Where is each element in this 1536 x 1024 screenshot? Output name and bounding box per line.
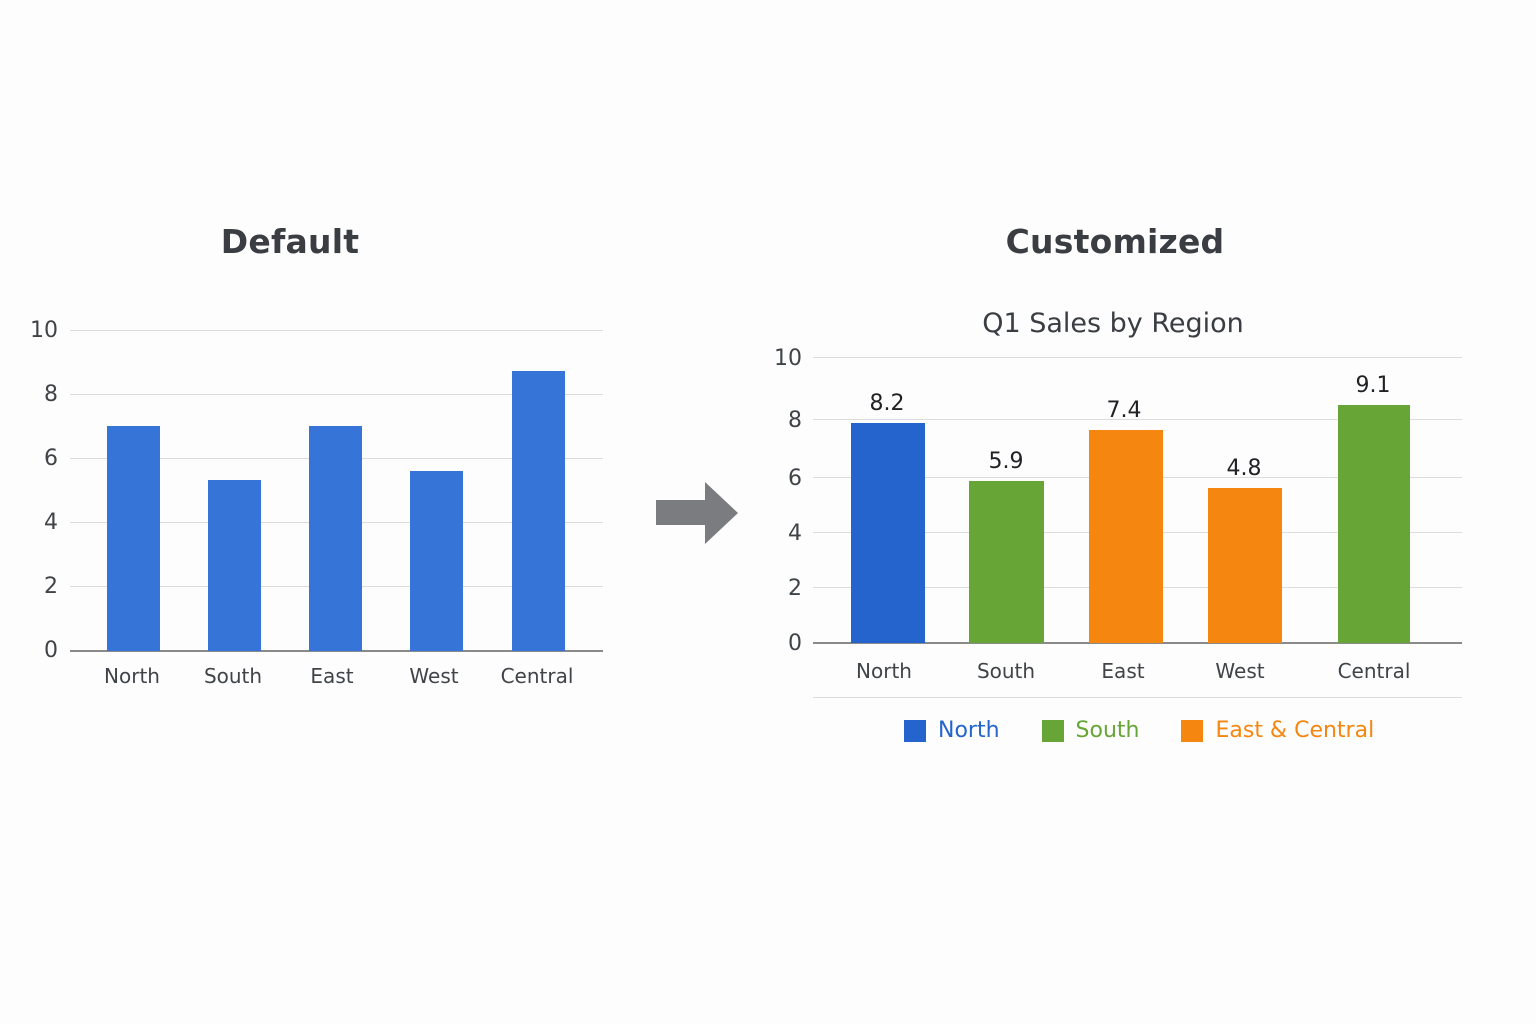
y-tick-8: 8 bbox=[788, 408, 802, 433]
legend-item-south: South bbox=[1041, 718, 1140, 743]
bar-east bbox=[309, 426, 362, 651]
bar-central bbox=[512, 371, 565, 651]
chart-title: Q1 Sales by Region bbox=[982, 308, 1244, 339]
gridline-8 bbox=[813, 419, 1462, 420]
x-axis-line bbox=[813, 642, 1462, 644]
y-tick-2: 2 bbox=[44, 574, 58, 599]
x-tick-west: West bbox=[409, 664, 459, 688]
y-tick-6: 6 bbox=[44, 446, 58, 471]
data-label-west: 4.8 bbox=[1226, 456, 1262, 481]
y-tick-2: 2 bbox=[788, 576, 802, 601]
y-tick-10: 10 bbox=[30, 318, 58, 343]
x-tick-east: East bbox=[1101, 659, 1145, 683]
bar-central bbox=[1338, 405, 1410, 643]
x-tick-north: North bbox=[104, 664, 160, 688]
customized-panel-title: Customized bbox=[1005, 222, 1225, 261]
bar-south bbox=[969, 481, 1044, 643]
y-tick-4: 4 bbox=[788, 521, 802, 546]
y-tick-4: 4 bbox=[44, 510, 58, 535]
legend: North South East & Central bbox=[904, 718, 1416, 743]
legend-label-south: South bbox=[1075, 718, 1140, 743]
data-label-central: 9.1 bbox=[1355, 373, 1391, 398]
x-tick-central: Central bbox=[500, 664, 574, 688]
legend-item-east-central: East & Central bbox=[1181, 718, 1374, 743]
data-label-south: 5.9 bbox=[988, 449, 1024, 474]
legend-item-north: North bbox=[904, 718, 1000, 743]
legend-label-east-central: East & Central bbox=[1215, 718, 1375, 743]
bar-east bbox=[1089, 430, 1163, 643]
gridline-10 bbox=[70, 330, 603, 331]
x-tick-east: East bbox=[310, 664, 354, 688]
bar-north bbox=[851, 423, 925, 643]
legend-separator bbox=[813, 697, 1462, 698]
legend-swatch-north bbox=[904, 719, 926, 742]
bar-north bbox=[107, 426, 160, 651]
y-tick-10: 10 bbox=[774, 346, 802, 371]
gridline-10 bbox=[813, 357, 1462, 358]
legend-swatch-south bbox=[1041, 719, 1064, 742]
bar-west bbox=[410, 471, 463, 651]
x-tick-west: West bbox=[1215, 659, 1265, 683]
y-tick-6: 6 bbox=[788, 466, 802, 491]
x-tick-south: South bbox=[203, 664, 263, 688]
gridline-8 bbox=[70, 394, 603, 395]
x-axis-line bbox=[70, 650, 603, 652]
data-label-east: 7.4 bbox=[1106, 398, 1142, 423]
y-tick-0: 0 bbox=[44, 638, 58, 663]
data-label-north: 8.2 bbox=[869, 391, 905, 416]
right-arrow-icon bbox=[656, 482, 738, 544]
y-tick-0: 0 bbox=[788, 631, 802, 656]
bar-west bbox=[1208, 488, 1282, 643]
x-tick-north: North bbox=[856, 659, 912, 683]
default-panel-title: Default bbox=[220, 222, 360, 261]
x-tick-central: Central bbox=[1337, 659, 1411, 683]
legend-label-north: North bbox=[938, 718, 1000, 743]
y-tick-8: 8 bbox=[44, 382, 58, 407]
legend-swatch-east-central bbox=[1181, 719, 1204, 742]
x-tick-south: South bbox=[976, 659, 1036, 683]
bar-south bbox=[208, 480, 261, 651]
